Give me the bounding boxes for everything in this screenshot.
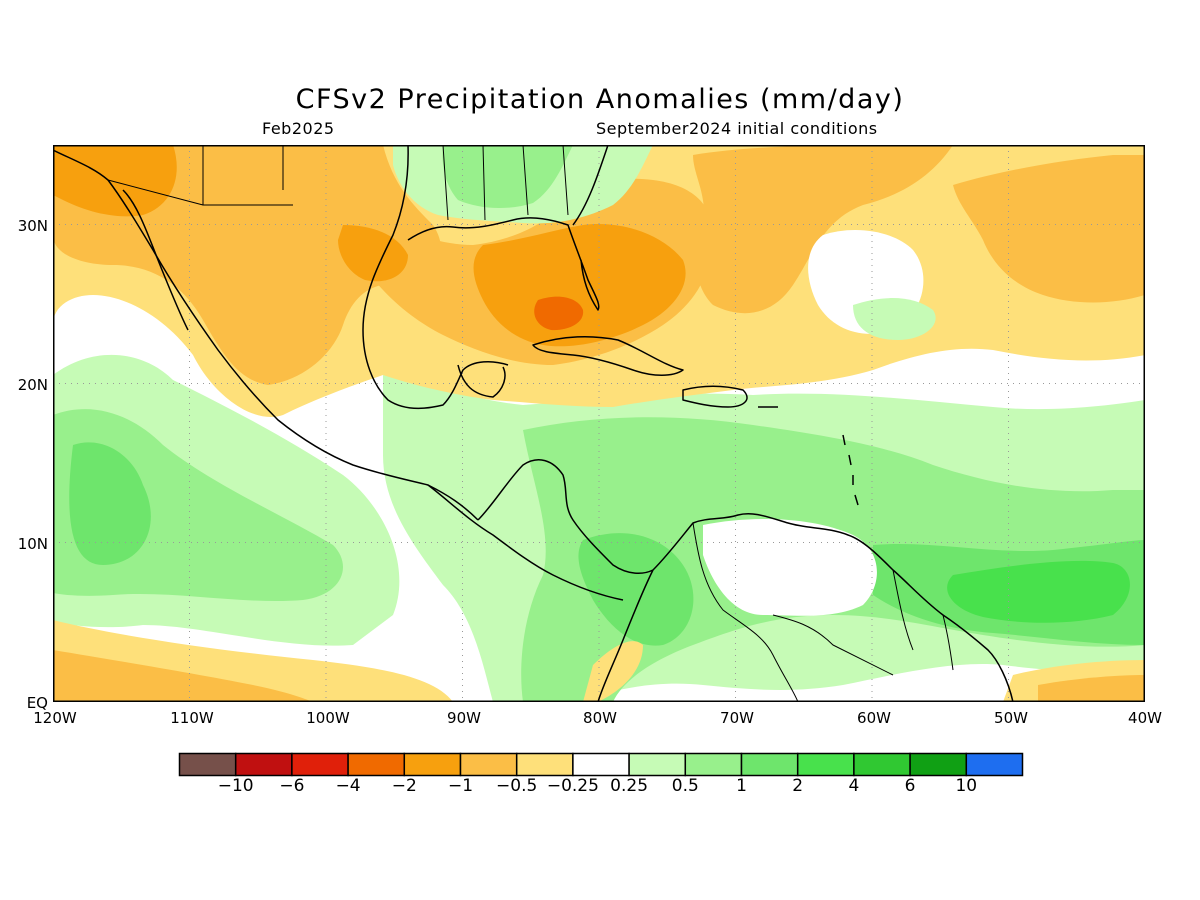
colorbar-swatch (853, 752, 911, 777)
venezuela-near-normal (703, 519, 877, 616)
lon-label-50w: 50W (994, 709, 1028, 727)
atlantic-wet-patch (853, 298, 936, 340)
chart-title: CFSv2 Precipitation Anomalies (mm/day) (295, 84, 905, 115)
south-america-dry (583, 641, 643, 702)
colorbar-swatch (178, 752, 237, 777)
lon-label-120w: 120W (33, 709, 77, 727)
lon-label-110w: 110W (170, 709, 214, 727)
colorbar-swatch (909, 752, 968, 777)
guianas-atlantic-wet-strong (947, 560, 1130, 623)
colorbar-label: −1 (447, 776, 474, 796)
anomaly-field (53, 145, 1145, 702)
gridlines (53, 145, 1145, 702)
colorbar-swatch (740, 752, 799, 777)
initial-conditions-label: September2024 initial conditions (596, 119, 878, 138)
lon-label-60w: 60W (857, 709, 891, 727)
panama-colombia-wet (578, 533, 694, 646)
colorbar-label: 0.5 (671, 776, 699, 796)
colorbar-swatch (403, 752, 462, 777)
equatorial-atlantic-dry-core (1038, 675, 1145, 702)
lon-label-70w: 70W (720, 709, 754, 727)
pacific-dry-core (53, 650, 313, 702)
lat-label-10n: 10N (17, 535, 48, 553)
map-frame (53, 145, 1145, 702)
gulf-dry-mid (473, 224, 686, 347)
colorbar-label: 2 (792, 776, 804, 796)
lon-label-100w: 100W (306, 709, 350, 727)
colorbar-swatch (291, 752, 349, 777)
colorbar-label: −0.5 (496, 776, 538, 796)
central-atlantic-dry (953, 155, 1145, 303)
pacific-wet-strong (69, 442, 151, 565)
colorbar-label: −6 (279, 776, 305, 796)
colorbar-swatch (965, 752, 1024, 777)
coastlines (53, 145, 1014, 702)
anomaly-map (53, 145, 1145, 702)
colorbar-label: −4 (335, 776, 361, 796)
colorbar-swatch (796, 752, 855, 777)
colorbar-label: 10 (955, 776, 978, 796)
colorbar-swatch (347, 752, 406, 777)
colorbar-swatch (459, 752, 518, 777)
lon-label-80w: 80W (583, 709, 617, 727)
valid-month-label: Feb2025 (262, 119, 335, 138)
florida-straits-dry-core (534, 296, 584, 331)
atlantic-dry (693, 145, 953, 314)
us-southeast-wet-mid (442, 145, 573, 209)
colorbar-swatch (515, 752, 574, 777)
colorbar-label: 4 (848, 776, 860, 796)
colorbar-label: 0.25 (610, 776, 649, 796)
northwest-mexico-dry (53, 145, 177, 217)
lon-label-40w: 40W (1128, 709, 1162, 727)
colorbar-label: −2 (391, 776, 417, 796)
lat-label-eq: EQ (26, 694, 48, 712)
colorbar (178, 752, 1024, 777)
colorbar-swatch (628, 752, 687, 777)
colorbar-label: −10 (217, 776, 254, 796)
colorbar-swatch (684, 752, 743, 777)
colorbar-label: 6 (904, 776, 916, 796)
colorbar-swatch (234, 752, 293, 777)
lat-label-20n: 20N (17, 376, 48, 394)
colorbar-label: 1 (736, 776, 747, 796)
lat-label-30n: 30N (17, 217, 48, 235)
colorbar-label: −0.25 (546, 776, 599, 796)
colorbar-swatch (572, 752, 630, 777)
lon-label-90w: 90W (447, 709, 481, 727)
